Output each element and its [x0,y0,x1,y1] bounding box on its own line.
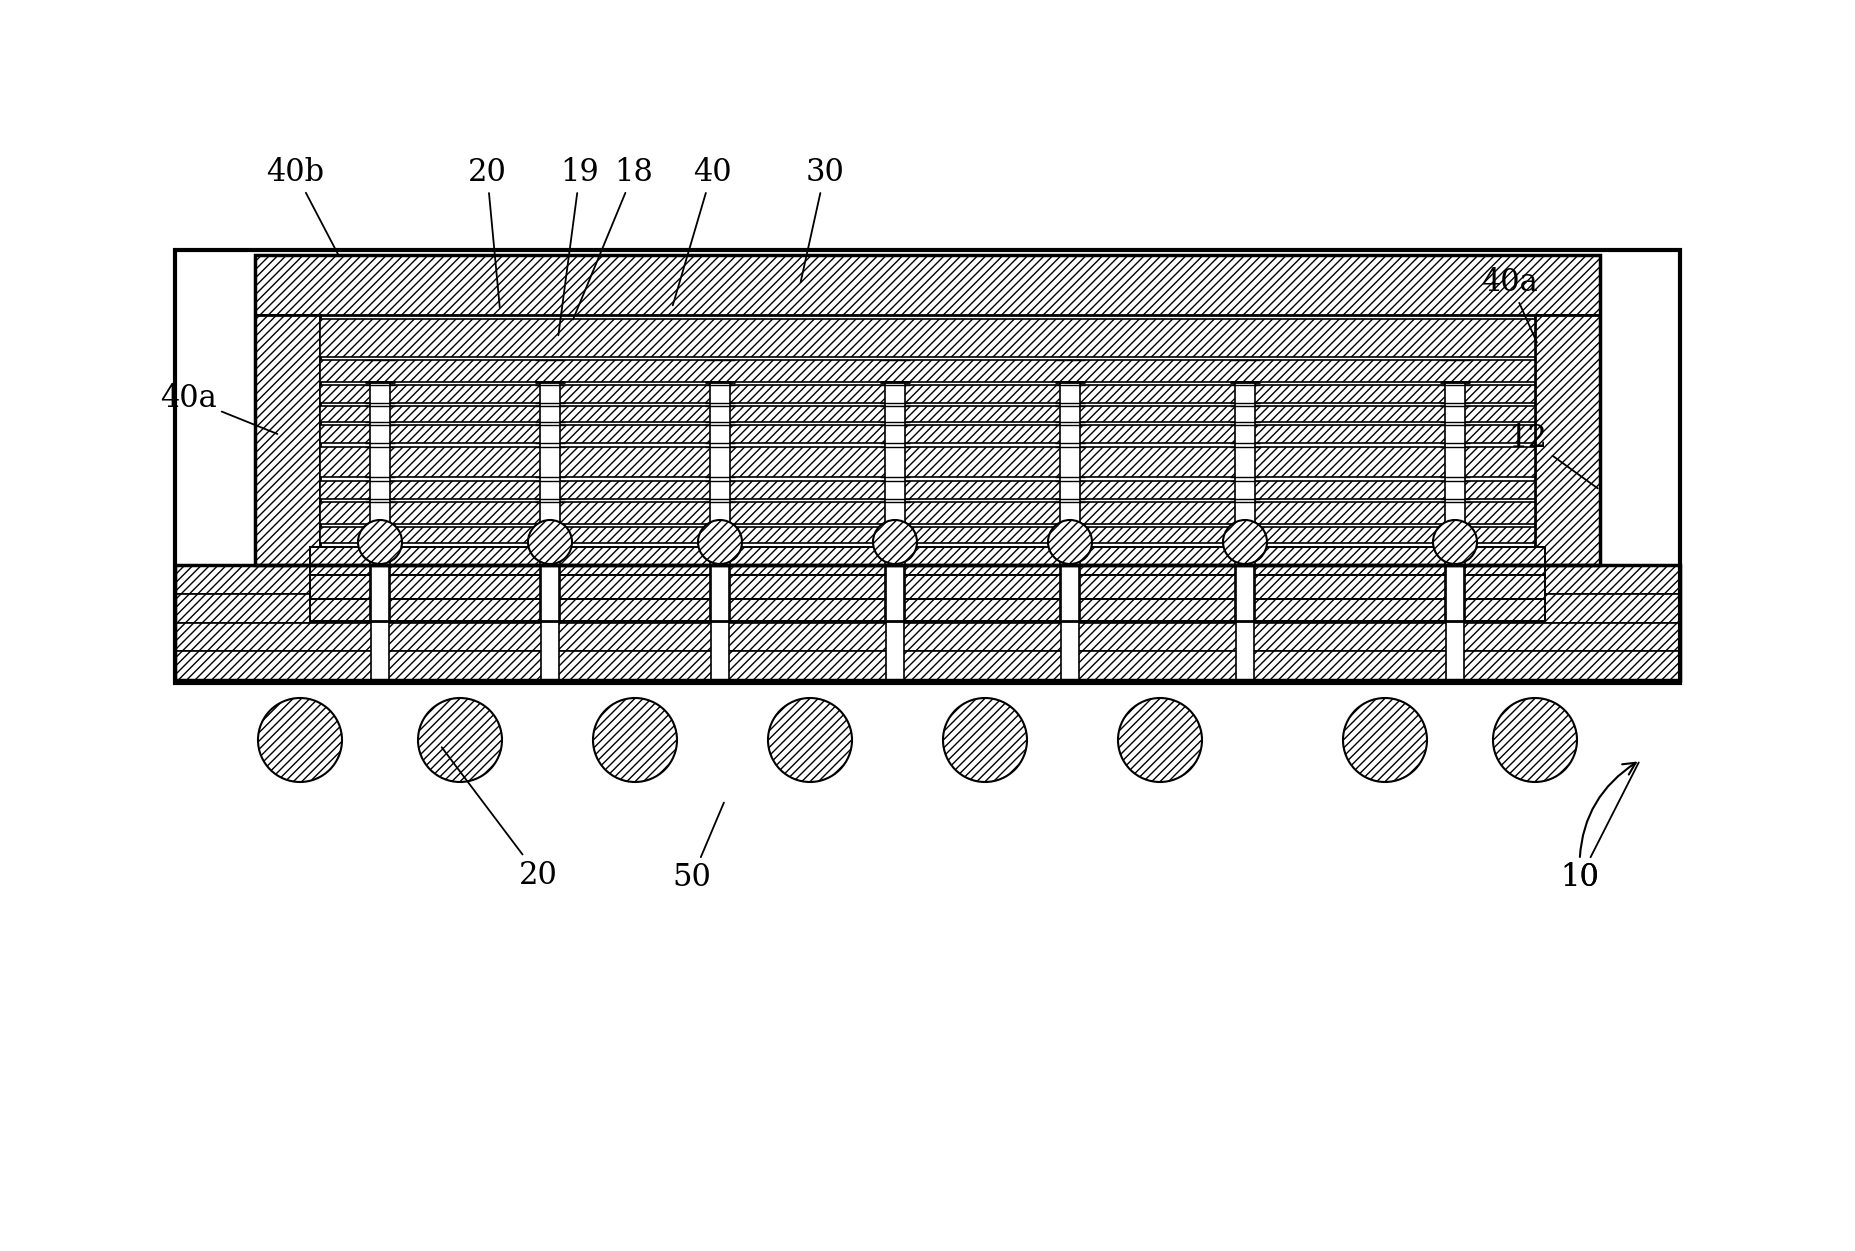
Text: 50: 50 [673,803,723,893]
Bar [710,382,731,620]
Bar [1059,382,1080,620]
Bar [1061,565,1080,681]
Circle shape [1343,698,1426,782]
Bar [321,527,1534,543]
Bar [321,425,1534,443]
Text: 40: 40 [673,156,731,305]
Circle shape [1493,698,1577,782]
Bar [1534,315,1601,565]
Circle shape [594,698,677,782]
Bar [321,502,1534,524]
Text: 30: 30 [801,156,844,283]
Bar [1235,565,1254,681]
Bar [321,480,1534,499]
Bar [321,407,1534,422]
Text: 40b: 40b [265,156,339,255]
Text: 20: 20 [467,156,506,308]
Text: 20: 20 [441,747,558,891]
Bar [371,565,390,681]
Bar [369,382,390,620]
Circle shape [874,520,916,564]
Bar [174,652,1681,681]
Bar [540,382,560,620]
Text: 12: 12 [1508,423,1597,488]
Bar [1445,382,1465,620]
Bar [174,623,1681,652]
Bar [310,547,1545,575]
Text: 40a: 40a [160,383,278,434]
Bar [254,315,321,565]
Bar [321,360,1534,382]
Circle shape [417,698,503,782]
Bar [542,565,558,681]
Circle shape [358,520,403,564]
Bar [254,255,1601,565]
Circle shape [697,520,742,564]
Bar [310,599,1545,620]
Bar [174,250,1681,683]
Bar [254,255,1601,315]
Bar [1235,382,1256,620]
Bar [174,594,1681,623]
Circle shape [768,698,851,782]
Bar [887,565,903,681]
Bar [1447,565,1464,681]
Text: 40a: 40a [1482,266,1538,343]
Text: 10: 10 [1560,763,1636,893]
Bar [321,447,1534,477]
Text: 18: 18 [573,156,653,319]
Bar [310,575,1545,599]
Circle shape [529,520,571,564]
Circle shape [1222,520,1267,564]
Bar [710,565,729,681]
Circle shape [942,698,1028,782]
Bar [174,565,1681,681]
Text: 19: 19 [558,156,599,335]
Bar [885,382,905,620]
Circle shape [1048,520,1093,564]
Bar [321,319,1534,357]
Circle shape [1434,520,1477,564]
Bar [321,385,1534,403]
Circle shape [258,698,341,782]
Bar [174,565,1681,594]
Circle shape [1119,698,1202,782]
Text: 10: 10 [1560,762,1638,893]
